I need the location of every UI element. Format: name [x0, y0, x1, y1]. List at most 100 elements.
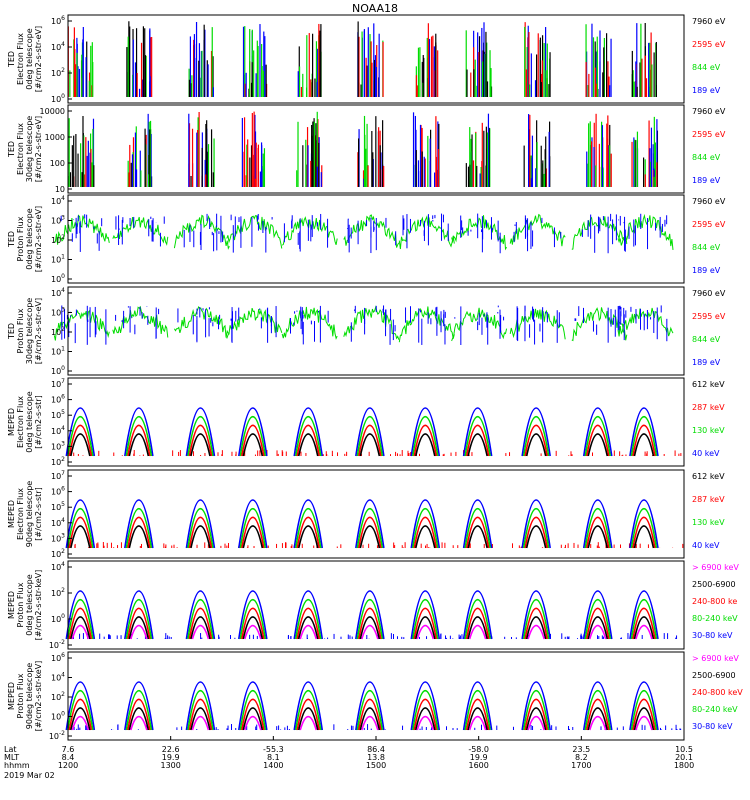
- trace-red: [358, 607, 382, 640]
- trace-magenta: [130, 715, 148, 731]
- y-tick-label: 102: [51, 456, 65, 467]
- panel-7: 10-2 100 102 104 MEPED Proton Flux 0deg telesc…: [7, 560, 739, 650]
- y-tick-label: 10: [55, 185, 65, 194]
- trace-magenta: [635, 715, 653, 731]
- trace-blue: [629, 590, 659, 640]
- trace-red: [188, 607, 213, 640]
- trace-green: [226, 215, 283, 249]
- trace-magenta: [361, 624, 379, 640]
- trace-blue: [124, 499, 154, 549]
- trace-red: [296, 698, 321, 731]
- y-tick-label: 104: [51, 672, 65, 683]
- trace-blue: [521, 681, 551, 731]
- y-axis-label: MEPED Proton Flux 0deg telescope [#/cm2-s-s…: [7, 570, 43, 641]
- trace-blue: [410, 590, 441, 640]
- trace-green: [617, 213, 674, 250]
- trace-green: [411, 599, 439, 640]
- legend-entry: 2595 eV: [692, 312, 726, 321]
- y-tick-label: 106: [51, 486, 65, 497]
- legend-entry: 80-240 keV: [692, 614, 738, 623]
- x-tick-hhmm: 1200: [58, 761, 78, 770]
- trace-red: [585, 607, 610, 640]
- x-tick-lat: 22.6: [162, 745, 180, 754]
- trace-blue: [238, 407, 268, 457]
- trace-green: [226, 307, 283, 339]
- x-tick-lat: 23.5: [572, 745, 590, 754]
- x-tick-hhmm: 1600: [468, 761, 488, 770]
- trace-red: [241, 424, 265, 457]
- x-tick-mlt: 8.4: [62, 753, 75, 762]
- trace-magenta: [130, 624, 148, 640]
- trace-black: [633, 616, 655, 640]
- trace-blue: [65, 499, 96, 549]
- trace-red: [296, 607, 321, 640]
- legend-entry: 287 keV: [692, 495, 725, 504]
- panel-frame: [67, 560, 685, 650]
- trace-blue: [521, 590, 551, 640]
- trace-green: [187, 508, 214, 549]
- trace-black: [70, 525, 91, 549]
- legend-entry: 7960 eV: [692, 289, 726, 298]
- legend-entry: 7960 eV: [692, 197, 726, 206]
- trace-blue: [185, 681, 216, 731]
- panel-8-traces: [65, 681, 682, 731]
- trace-red: [296, 516, 321, 549]
- trace-blue: [238, 681, 268, 731]
- trace-red: [413, 516, 438, 549]
- trace-black: [414, 433, 436, 457]
- panel-7-traces: [65, 590, 678, 640]
- y-tick-label: 106: [51, 15, 65, 26]
- y-label-line: [#/cm2-s-str-eV]: [34, 206, 43, 272]
- trace-green: [187, 690, 214, 731]
- y-label-line: MEPED: [7, 408, 16, 436]
- y-tick-label: 10-2: [49, 730, 65, 741]
- trace-blue: [124, 407, 154, 457]
- x-tick-hhmm: 1800: [674, 761, 694, 770]
- y-tick-label: 1000: [45, 133, 65, 142]
- trace-green: [522, 416, 550, 457]
- y-label-line: 30deg telescope: [25, 116, 34, 183]
- trace-magenta: [468, 624, 487, 640]
- trace-green: [294, 416, 322, 457]
- y-tick-label: 103: [51, 532, 65, 543]
- panel-frame: [67, 286, 685, 376]
- trace-black: [242, 433, 264, 457]
- trace-black: [414, 616, 436, 640]
- y-label-line: 0deg telescope: [25, 28, 34, 89]
- y-axis-label: TED Proton Flux 30deg telescope [#/cm2-s-st…: [7, 298, 43, 365]
- y-tick-label: 100: [50, 159, 65, 168]
- y-axis-label: TED Proton Flux 0deg telescope [#/cm2-s-str…: [7, 206, 43, 272]
- panel-frame: [67, 104, 685, 194]
- trace-red: [465, 516, 490, 549]
- y-tick-label: 10-2: [49, 639, 65, 650]
- trace-red: [68, 424, 93, 457]
- legend-entry: > 6900 keV: [692, 654, 739, 663]
- trace-blue: [65, 407, 96, 457]
- trace-red: [585, 424, 610, 457]
- trace-magenta: [71, 624, 90, 640]
- y-tick-label: 106: [51, 394, 65, 405]
- y-tick-label: 107: [51, 470, 65, 481]
- x-tick-hhmm: 1700: [571, 761, 591, 770]
- trace-black: [359, 616, 381, 640]
- trace-black: [359, 707, 381, 731]
- trace-black: [414, 525, 436, 549]
- trace-green: [464, 508, 491, 549]
- legend-entry: 30-80 keV: [692, 631, 733, 640]
- legend-entry: 40 keV: [692, 541, 720, 550]
- trace-blue: [355, 499, 385, 549]
- trace-green: [522, 508, 550, 549]
- trace-red: [296, 424, 321, 457]
- trace-green: [112, 216, 169, 246]
- y-label-line: Electron Flux: [16, 123, 25, 175]
- trace-green: [464, 599, 491, 640]
- trace-black: [297, 707, 319, 731]
- y-tick-label: 102: [51, 691, 65, 702]
- x-tick-mlt: 8.2: [575, 753, 588, 762]
- trace-blue: [238, 590, 268, 640]
- trace-green: [281, 306, 338, 340]
- trace-green: [464, 416, 491, 457]
- panel-frame: [67, 14, 685, 104]
- x-tick-hhmm: 1300: [160, 761, 180, 770]
